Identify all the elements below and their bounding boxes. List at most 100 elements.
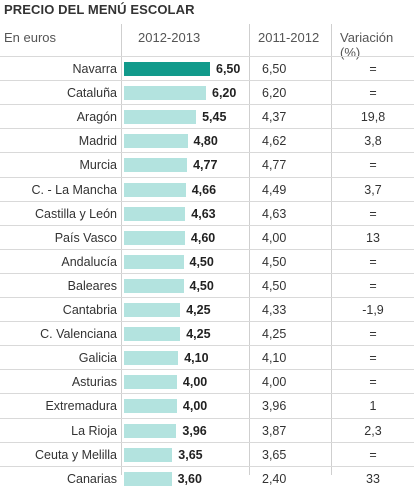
- previous-value: 4,50: [262, 254, 287, 269]
- row-separator: [0, 369, 414, 371]
- bar: [124, 471, 172, 486]
- previous-value: 4,33: [262, 303, 287, 317]
- row-separator: [0, 417, 414, 419]
- variation-value: =: [369, 254, 377, 269]
- bar: [124, 327, 181, 342]
- bar: [124, 206, 186, 221]
- region-label: Cataluña: [66, 86, 117, 101]
- previous-value: 3,96: [262, 399, 287, 414]
- bar-value-label: 4,50: [189, 278, 214, 293]
- row-separator: [0, 176, 414, 178]
- chart-title: PRECIO DEL MENÚ ESCOLAR: [4, 2, 195, 17]
- bar: [124, 303, 181, 317]
- region-label: Baleares: [67, 278, 117, 293]
- previous-value: 6,50: [262, 62, 287, 76]
- row-separator: [0, 248, 414, 250]
- variation-value: 19,8: [360, 110, 386, 125]
- row-separator: [0, 56, 414, 57]
- region-label: Asturias: [71, 375, 117, 390]
- previous-value: 4,63: [262, 206, 287, 221]
- bar-value-label: 6,20: [212, 86, 237, 101]
- bar: [124, 447, 173, 462]
- bar: [124, 110, 197, 125]
- region-label: Andalucía: [61, 254, 117, 269]
- bar-value-label: 5,45: [202, 110, 227, 125]
- previous-value: 3,87: [262, 423, 287, 438]
- variation-value: =: [369, 327, 377, 342]
- bar-value-label: 4,63: [191, 206, 216, 221]
- previous-value: 2,40: [262, 471, 287, 486]
- variation-value: =: [369, 86, 377, 101]
- header-current-year: 2012-2013: [138, 30, 201, 45]
- bar-value-label: 6,50: [216, 62, 241, 76]
- bar: [124, 399, 177, 414]
- previous-value: 3,65: [262, 447, 287, 462]
- bar-value-label: 3,60: [177, 471, 202, 486]
- variation-value: =: [369, 206, 377, 221]
- region-label: Castilla y León: [35, 206, 117, 221]
- bar-value-label: 3,65: [178, 447, 203, 462]
- variation-value: 13: [366, 230, 380, 245]
- region-label: C. - La Mancha: [31, 182, 117, 197]
- bar: [124, 254, 184, 269]
- region-label: Navarra: [72, 62, 117, 76]
- bar: [124, 278, 184, 293]
- region-label: Cantabria: [62, 303, 117, 317]
- previous-value: 4,77: [262, 158, 287, 173]
- variation-value: =: [369, 278, 377, 293]
- region-label: Canarias: [66, 471, 117, 486]
- row-separator: [0, 297, 414, 298]
- header-previous-year: 2011-2012: [258, 30, 320, 45]
- region-label: C. Valenciana: [40, 327, 117, 342]
- bar: [124, 351, 179, 366]
- region-label: Ceuta y Melilla: [35, 447, 117, 462]
- row-separator: [0, 104, 414, 106]
- variation-value: -1,9: [362, 303, 384, 317]
- row-separator: [0, 465, 414, 467]
- previous-value: 4,62: [262, 134, 287, 149]
- variation-value: 1: [369, 399, 377, 414]
- row-separator: [0, 321, 414, 323]
- previous-value: 4,49: [262, 182, 287, 197]
- previous-value: 4,50: [262, 278, 287, 293]
- region-label: La Rioja: [71, 423, 117, 438]
- row-separator: [0, 200, 414, 202]
- variation-value: =: [369, 158, 377, 173]
- bar: [124, 134, 188, 149]
- row-separator: [0, 128, 414, 130]
- bar-value-label: 4,50: [189, 254, 214, 269]
- region-label: Murcia: [79, 158, 117, 173]
- bar-value-label: 4,80: [193, 134, 218, 149]
- bar-value-label: 4,77: [193, 158, 218, 173]
- variation-value: =: [369, 447, 377, 462]
- variation-value: 33: [366, 471, 380, 486]
- bar: [124, 86, 206, 101]
- variation-value: 2,3: [364, 423, 382, 438]
- bar-value-label: 4,00: [182, 375, 208, 390]
- bar: [124, 230, 185, 245]
- previous-value: 4,37: [262, 110, 287, 125]
- variation-value: =: [369, 375, 377, 390]
- region-label: Galicia: [78, 351, 117, 366]
- row-separator: [0, 345, 414, 347]
- bar-value-label: 4,00: [182, 399, 208, 414]
- bar-value-label: 4,60: [190, 230, 216, 245]
- previous-value: 6,20: [262, 86, 287, 101]
- bar-value-label: 4,25: [186, 303, 211, 317]
- bar-value-label: 3,96: [182, 423, 207, 438]
- variation-value: 3,8: [364, 134, 382, 149]
- bar-value-label: 4,66: [191, 182, 217, 197]
- bar: [124, 158, 188, 173]
- region-label: Extremadura: [45, 399, 117, 414]
- region-label: Madrid: [78, 134, 117, 149]
- bar-value-label: 4,25: [186, 327, 211, 342]
- row-separator: [0, 224, 414, 226]
- bar: [124, 375, 177, 390]
- region-label: Aragón: [76, 110, 117, 125]
- bar-value-label: 4,10: [184, 351, 209, 366]
- row-separator: [0, 80, 414, 82]
- row-separator: [0, 272, 414, 274]
- variation-value: =: [369, 62, 377, 76]
- row-separator: [0, 152, 414, 154]
